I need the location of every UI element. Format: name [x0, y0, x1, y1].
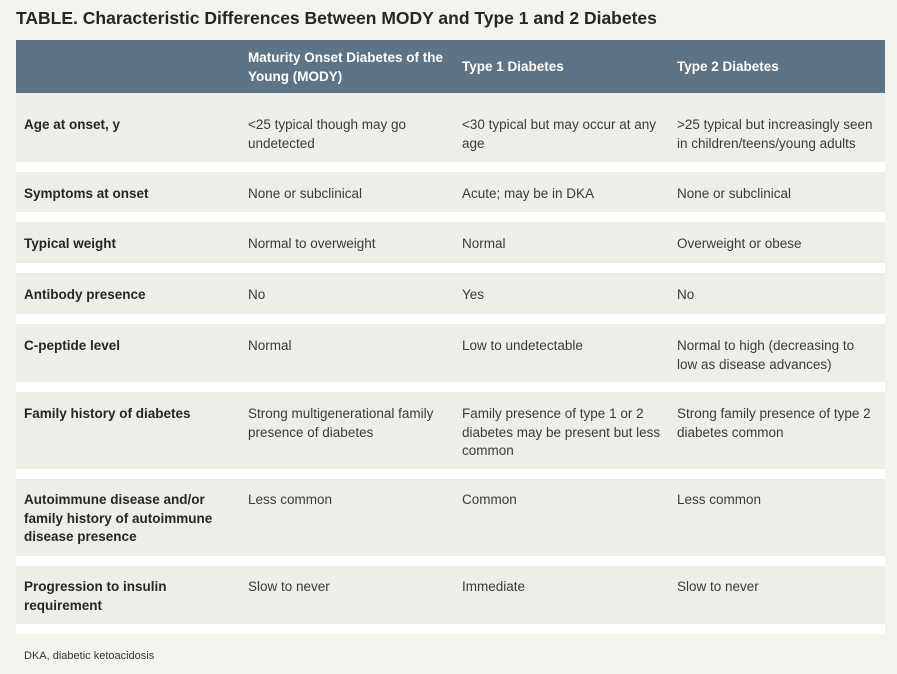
- row-mody-value: Less common: [248, 492, 333, 507]
- table-row: Family history of diabetes Strong multig…: [16, 382, 885, 469]
- row-type2-value: Less common: [677, 492, 762, 507]
- row-feature-label: Autoimmune disease and/or family history…: [24, 492, 213, 544]
- row-type2-value: >25 typical but increasingly seen in chi…: [677, 117, 873, 151]
- row-type1-value: Yes: [462, 287, 485, 302]
- row-type2-value: Overweight or obese: [677, 236, 802, 251]
- row-type1-value: Common: [462, 492, 517, 507]
- row-feature-label: Family history of diabetes: [24, 406, 191, 421]
- table-row: Age at onset, y <25 typical though may g…: [16, 93, 885, 162]
- table-bottom-divider: [16, 624, 885, 634]
- row-feature-label: Antibody presence: [24, 287, 146, 302]
- table-row: Typical weight Normal to overweight Norm…: [16, 212, 885, 263]
- table-header: Maturity Onset Diabetes of the Young (MO…: [16, 40, 885, 93]
- table-row: Antibody presence No Yes No: [16, 263, 885, 314]
- row-mody-value: Slow to never: [248, 579, 330, 594]
- row-type1-value: Low to undetectable: [462, 338, 583, 353]
- row-feature-label: Progression to insulin requirement: [24, 579, 167, 613]
- table-title: TABLE. Characteristic Differences Betwee…: [16, 8, 657, 28]
- row-feature-label: C-peptide level: [24, 338, 121, 353]
- row-type1-value: Normal: [462, 236, 506, 251]
- row-type2-value: Slow to never: [677, 579, 759, 594]
- row-mody-value: No: [248, 287, 266, 302]
- header-cell-type2: Type 2 Diabetes: [677, 59, 779, 74]
- row-type2-value: Normal to high (decreasing to low as dis…: [677, 338, 855, 372]
- table-row: Symptoms at onset None or subclinical Ac…: [16, 162, 885, 212]
- header-cell-mody: Maturity Onset Diabetes of the Young (MO…: [248, 49, 444, 84]
- comparison-table: Maturity Onset Diabetes of the Young (MO…: [16, 40, 885, 634]
- row-type1-value: Family presence of type 1 or 2 diabetes …: [462, 406, 661, 458]
- row-type2-value: No: [677, 287, 695, 302]
- row-mody-value: <25 typical though may go undetected: [248, 117, 406, 151]
- row-type1-value: Immediate: [462, 579, 526, 594]
- table-row: Progression to insulin requirement Slow …: [16, 556, 885, 624]
- row-mody-value: Strong multigenerational family presence…: [248, 406, 434, 440]
- footnote: DKA, diabetic ketoacidosis: [24, 650, 155, 662]
- row-type2-value: Strong family presence of type 2 diabete…: [677, 406, 871, 440]
- table-row: C-peptide level Normal Low to undetectab…: [16, 314, 885, 382]
- row-type1-value: Acute; may be in DKA: [462, 186, 595, 201]
- row-mody-value: Normal to overweight: [248, 236, 376, 251]
- header-cell-type1: Type 1 Diabetes: [462, 59, 564, 74]
- row-type1-value: <30 typical but may occur at any age: [462, 117, 656, 151]
- row-feature-label: Age at onset, y: [24, 117, 121, 132]
- row-feature-label: Symptoms at onset: [24, 186, 149, 201]
- header-cell-feature: [24, 40, 239, 93]
- table-row: Autoimmune disease and/or family history…: [16, 469, 885, 556]
- row-mody-value: Normal: [248, 338, 292, 353]
- row-feature-label: Typical weight: [24, 236, 117, 251]
- row-type2-value: None or subclinical: [677, 186, 792, 201]
- row-mody-value: None or subclinical: [248, 186, 363, 201]
